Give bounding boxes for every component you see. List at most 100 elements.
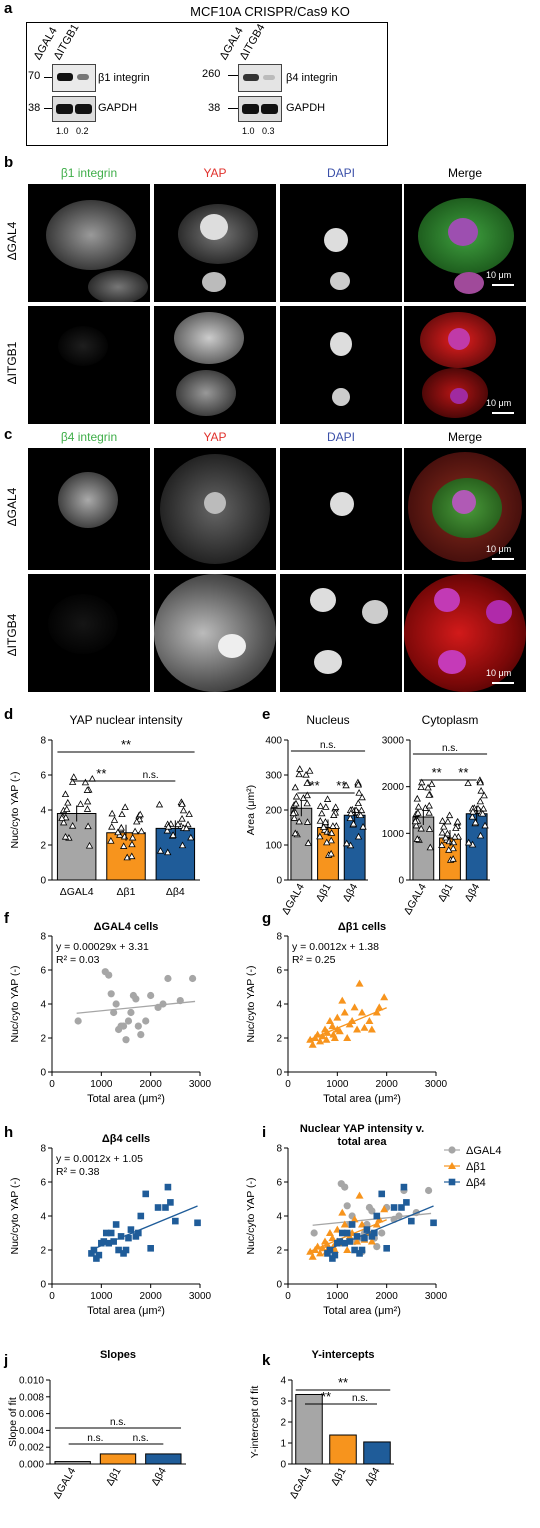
e2-pt-2-11	[477, 786, 485, 794]
g-pt-5	[318, 1032, 327, 1040]
d-title: YAP nuclear intensity	[70, 713, 183, 727]
i-s2-pt-11	[351, 1246, 358, 1254]
h-ytick-label-2: 4	[40, 1212, 46, 1223]
e1-pt-0-16	[289, 809, 298, 817]
h-ytick-label-3: 6	[40, 1178, 46, 1189]
left-band-b1: β1 integrin	[98, 72, 150, 84]
i-s2-pt-1	[326, 1246, 334, 1254]
e1-pt-0-7	[295, 817, 303, 825]
j-bar-2	[145, 1453, 182, 1465]
k-sig-label-0: **	[321, 1389, 331, 1404]
e2-pt-0-3	[412, 821, 421, 829]
g-pt-7	[322, 1035, 331, 1043]
e1-pt-0-18	[303, 818, 312, 825]
d-pt-0-11	[61, 832, 70, 840]
i-s2-fit-line	[327, 1205, 434, 1251]
left-blot-b1	[52, 64, 96, 92]
k-ytick-label-0: 0	[280, 1460, 286, 1471]
d-sig-label-1: n.s.	[143, 770, 159, 781]
c2-merge: 10 μm	[404, 574, 526, 692]
d-pt-1-19	[108, 809, 116, 817]
d-sig-label-0: **	[96, 766, 106, 781]
i-ytick-label-3: 6	[276, 1178, 282, 1189]
d-ytick-label-0: 0	[40, 876, 46, 887]
d-sig-label-2: **	[121, 737, 131, 752]
panel-label-b: b	[4, 154, 14, 171]
e1-pt-2-11	[355, 788, 363, 796]
h-pt-20	[142, 1190, 150, 1198]
e1-pt-1-8	[329, 822, 337, 829]
i-xtick-label-2: 2000	[376, 1291, 399, 1302]
panel-label-i: i	[262, 1124, 267, 1141]
h-pt-8	[107, 1229, 115, 1237]
e1-pt-1-19	[316, 802, 325, 809]
d-pt-0-15	[68, 778, 77, 785]
i-xlabel: Total area (μm²)	[323, 1305, 401, 1317]
i-s0-pt-22	[425, 1186, 433, 1195]
e2-pt-1-14	[438, 841, 446, 848]
i-s0-pt-0	[310, 1229, 318, 1237]
i-s2-pt-18	[371, 1229, 378, 1237]
b1-scalebar: 10 μm	[486, 270, 512, 280]
j-ytick-label-3: 0.006	[19, 1409, 44, 1420]
e1-pt-2-10	[342, 781, 350, 789]
h-pt-6	[102, 1229, 110, 1237]
f-ytick-label-1: 2	[40, 1034, 46, 1045]
f-pt-15	[137, 1031, 145, 1039]
panel-label-e: e	[262, 706, 271, 723]
e1-pt-2-9	[349, 819, 358, 827]
g-pt-15	[335, 1027, 344, 1035]
h-xtick-label-0: 0	[49, 1291, 55, 1302]
b2-dapi	[280, 306, 402, 424]
h-pt-14	[122, 1246, 130, 1254]
b2-merge: 10 μm	[404, 306, 526, 424]
i-s1-pt-9	[325, 1229, 334, 1236]
e1-pt-2-13	[358, 793, 366, 801]
d-pt-1-17	[121, 803, 129, 811]
e1-pt-0-17	[292, 792, 301, 800]
i-s1-pt-17	[340, 1220, 349, 1228]
d-xtick-label-0: ΔGAL4	[60, 886, 94, 898]
f-pt-4	[110, 1008, 118, 1017]
j-sig-label-0: n.s.	[87, 1433, 103, 1444]
e2-xtick-label-1: Δβ1	[436, 881, 456, 904]
i-s2-pt-19	[373, 1212, 381, 1220]
e1-ytick-label-3: 300	[265, 771, 282, 782]
i-legend-label-0: ΔGAL4	[466, 1145, 501, 1157]
e1-pt-2-2	[359, 822, 367, 830]
d-pt-0-14	[62, 813, 70, 821]
c-header-2: YAP	[203, 430, 227, 444]
e1-ytick-label-0: 0	[276, 876, 282, 887]
i-s2-pt-2	[329, 1255, 336, 1262]
j-ytick-label-5: 0.010	[19, 1376, 44, 1387]
i-s2-pt-13	[356, 1250, 363, 1257]
e2-ytick-label-1: 1000	[382, 829, 405, 840]
i-s1-pt-27	[367, 1237, 376, 1245]
h-pt-0	[88, 1250, 95, 1257]
blot-box	[26, 22, 388, 146]
d-pt-1-20	[118, 810, 126, 818]
k-bar-0	[295, 1393, 323, 1465]
e1-pt-1-21	[327, 849, 335, 857]
d-pt-2-11	[179, 806, 188, 814]
d-pt-0-16	[58, 814, 66, 821]
h-ytick-label-4: 8	[40, 1144, 46, 1155]
b-header-1: β1 integrin	[60, 166, 118, 180]
f-pt-16	[142, 1017, 150, 1025]
g-pt-12	[330, 1034, 339, 1041]
e2-pt-0-15	[417, 783, 425, 791]
h-xtick-label-1: 1000	[90, 1291, 113, 1302]
e2-pt-1-17	[445, 811, 454, 819]
f-pt-9	[122, 1036, 130, 1044]
h-pt-25	[167, 1199, 174, 1206]
f-xtick-label-3: 3000	[189, 1079, 212, 1090]
d-pt-0-2	[83, 805, 92, 812]
e1-pt-1-15	[323, 827, 331, 835]
e2-pt-2-14	[476, 797, 484, 805]
g-pt-10	[328, 1022, 337, 1030]
h-pt-18	[135, 1229, 142, 1237]
i-s0-pt-15	[373, 1243, 381, 1251]
i-s2-pt-15	[361, 1234, 368, 1242]
g-ytick-label-4: 8	[276, 932, 282, 943]
